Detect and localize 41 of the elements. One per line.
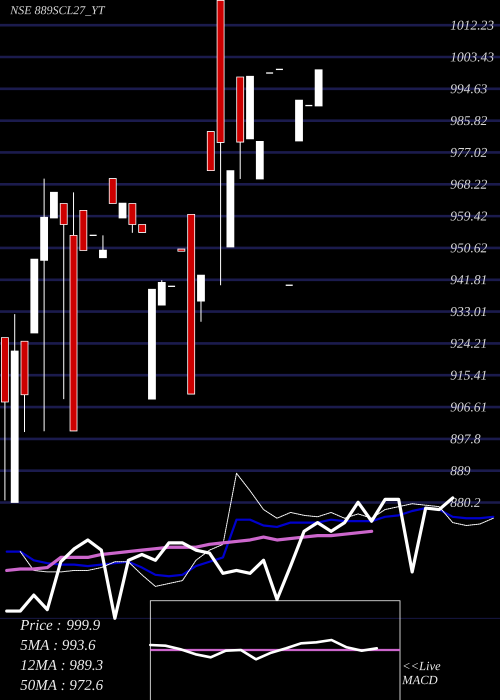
text: 50MA : 972.6 xyxy=(20,680,104,690)
candlestick xyxy=(256,140,264,180)
candlestick xyxy=(226,170,234,248)
y-tick-label: 906.61 xyxy=(450,402,486,412)
chart-title: NSE 889SCL27_YT xyxy=(10,6,106,16)
candlestick xyxy=(79,210,88,251)
candlestick xyxy=(60,203,68,400)
candlestick xyxy=(148,288,156,400)
y-tick-label: 941.81 xyxy=(450,275,486,284)
y-tick-label: 897.8 xyxy=(450,434,480,444)
candlestick xyxy=(99,234,107,258)
text: 12MA : 989.3 xyxy=(20,660,103,670)
y-tick-label: 915.41 xyxy=(450,370,486,380)
candlestick xyxy=(187,214,196,394)
candlestick xyxy=(206,131,215,172)
y-tick-label: 977.02 xyxy=(450,148,488,158)
text: <<Live MACD xyxy=(402,662,440,684)
candlestick xyxy=(138,224,146,233)
y-tick-label: 994.63 xyxy=(450,84,487,94)
text: 5MA : 993.6 xyxy=(20,640,96,650)
candlestick xyxy=(314,69,323,106)
candlestick xyxy=(30,258,38,334)
candlestick xyxy=(108,178,117,204)
y-tick-label: 959.42 xyxy=(450,212,488,221)
y-tick-label: 889 xyxy=(450,466,470,476)
text: Price : 999.9 xyxy=(20,620,100,630)
candlestick xyxy=(118,202,126,218)
y-tick-label: 880.2 xyxy=(450,498,480,508)
candlestick xyxy=(128,203,136,234)
candlestick xyxy=(50,192,58,218)
y-tick-label: 933.01 xyxy=(450,307,486,316)
y-tick-label: 1012.23 xyxy=(450,20,494,30)
y-tick-label: 968.22 xyxy=(450,180,488,189)
y-tick-label: 924.21 xyxy=(450,338,486,348)
candlestick xyxy=(246,76,254,140)
y-tick-label: 950.62 xyxy=(450,243,488,253)
y-tick-label: 985.82 xyxy=(450,116,488,126)
candlestick xyxy=(295,100,303,142)
candlestick xyxy=(158,280,166,306)
candlestick xyxy=(177,248,186,252)
y-tick-label: 1003.43 xyxy=(450,52,494,62)
